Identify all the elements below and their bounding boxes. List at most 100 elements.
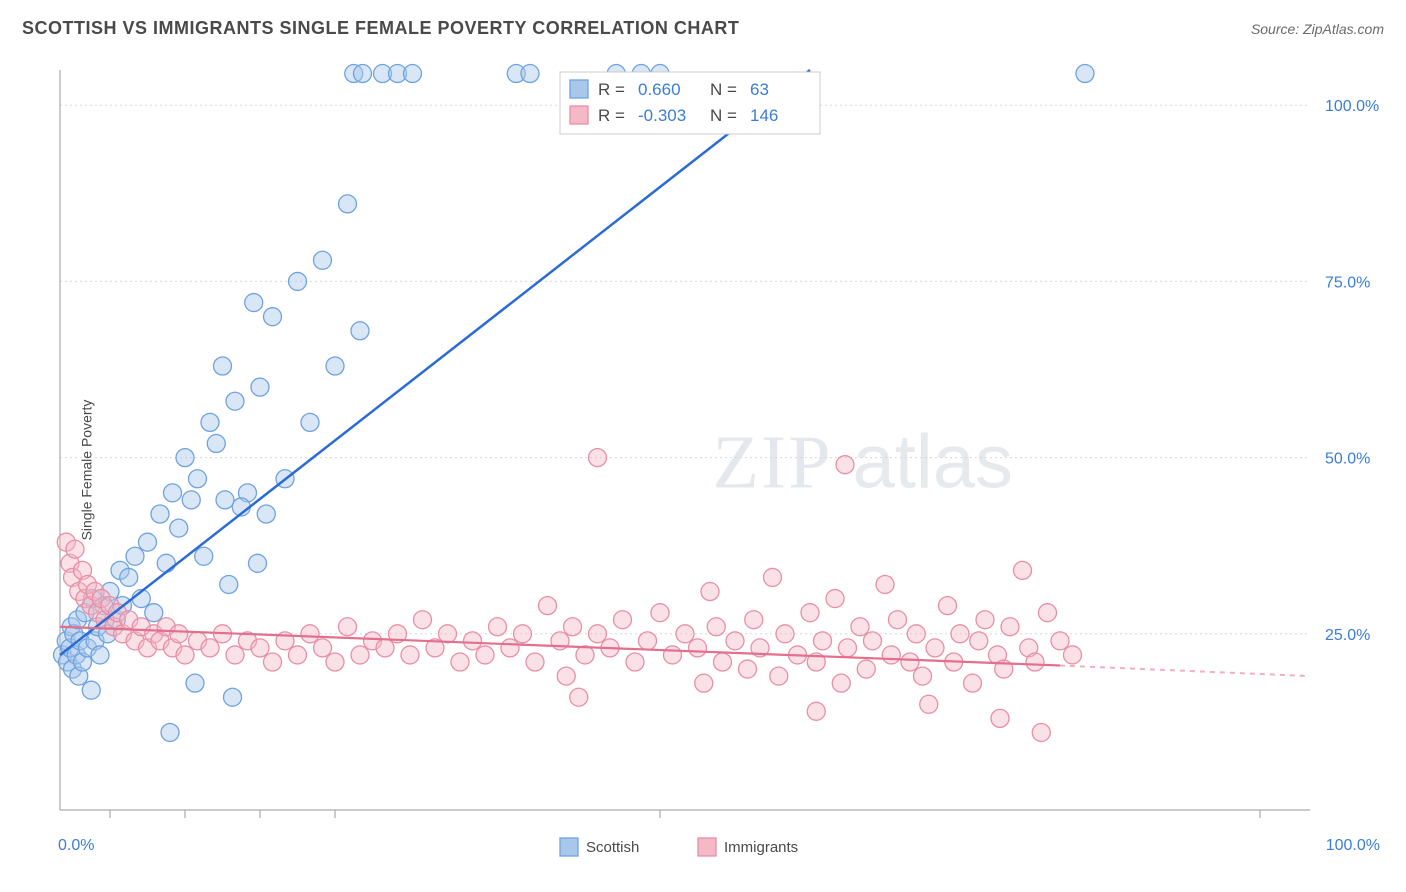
- data-point: [814, 632, 832, 650]
- data-point: [66, 540, 84, 558]
- data-point: [614, 611, 632, 629]
- svg-text:N =: N =: [710, 106, 737, 125]
- data-point: [151, 505, 169, 523]
- data-point: [289, 272, 307, 290]
- data-point: [501, 639, 519, 657]
- svg-text:-0.303: -0.303: [638, 106, 686, 125]
- y-tick-label: 75.0%: [1325, 274, 1370, 291]
- svg-text:N =: N =: [710, 80, 737, 99]
- data-point: [251, 639, 269, 657]
- data-point: [376, 639, 394, 657]
- data-point: [951, 625, 969, 643]
- data-point: [207, 435, 225, 453]
- data-point: [214, 357, 232, 375]
- data-point: [521, 65, 539, 83]
- data-point: [739, 660, 757, 678]
- data-point: [714, 653, 732, 671]
- data-point: [939, 597, 957, 615]
- data-point: [245, 294, 263, 312]
- data-point: [626, 653, 644, 671]
- y-tick-label: 100.0%: [1325, 98, 1379, 115]
- data-point: [539, 597, 557, 615]
- data-point: [907, 625, 925, 643]
- data-point: [676, 625, 694, 643]
- data-point: [745, 611, 763, 629]
- legend-label: Scottish: [586, 839, 639, 856]
- data-point: [639, 632, 657, 650]
- data-point: [1032, 723, 1050, 741]
- data-point: [216, 491, 234, 509]
- y-tick-label: 50.0%: [1325, 451, 1370, 468]
- svg-text:63: 63: [750, 80, 769, 99]
- trend-line-ext: [1060, 666, 1310, 677]
- y-axis-label: Single Female Poverty: [78, 400, 94, 541]
- data-point: [257, 505, 275, 523]
- data-point: [464, 632, 482, 650]
- data-point: [139, 533, 157, 551]
- watermark: ZIPatlas: [713, 420, 1014, 505]
- data-point: [882, 646, 900, 664]
- data-point: [201, 413, 219, 431]
- data-point: [701, 583, 719, 601]
- data-point: [770, 667, 788, 685]
- data-point: [489, 618, 507, 636]
- data-point: [564, 618, 582, 636]
- legend-swatch: [560, 838, 578, 856]
- data-point: [889, 611, 907, 629]
- data-point: [1014, 561, 1032, 579]
- data-point: [301, 625, 319, 643]
- legend-swatch: [570, 80, 588, 98]
- x-end-label: 100.0%: [1326, 837, 1380, 854]
- legend-label: Immigrants: [724, 839, 798, 856]
- header: SCOTTISH VS IMMIGRANTS SINGLE FEMALE POV…: [22, 18, 1384, 39]
- data-point: [836, 456, 854, 474]
- data-point: [776, 625, 794, 643]
- data-point: [976, 611, 994, 629]
- data-point: [120, 568, 138, 586]
- data-point: [857, 660, 875, 678]
- data-point: [351, 646, 369, 664]
- data-point: [839, 639, 857, 657]
- data-point: [832, 674, 850, 692]
- data-point: [157, 554, 175, 572]
- data-point: [414, 611, 432, 629]
- data-point: [251, 378, 269, 396]
- svg-text:atlas: atlas: [853, 420, 1014, 505]
- data-point: [339, 618, 357, 636]
- data-point: [689, 639, 707, 657]
- data-point: [314, 639, 332, 657]
- data-point: [526, 653, 544, 671]
- data-point: [161, 723, 179, 741]
- data-point: [249, 554, 267, 572]
- data-point: [1064, 646, 1082, 664]
- data-point: [339, 195, 357, 213]
- data-point: [557, 667, 575, 685]
- data-point: [82, 681, 100, 699]
- data-point: [182, 491, 200, 509]
- svg-text:R =: R =: [598, 106, 625, 125]
- data-point: [920, 695, 938, 713]
- data-point: [1001, 618, 1019, 636]
- data-point: [170, 519, 188, 537]
- data-point: [695, 674, 713, 692]
- svg-text:146: 146: [750, 106, 778, 125]
- data-point: [314, 251, 332, 269]
- data-point: [404, 65, 422, 83]
- data-point: [439, 625, 457, 643]
- data-point: [170, 625, 188, 643]
- data-point: [914, 667, 932, 685]
- data-point: [801, 604, 819, 622]
- data-point: [145, 604, 163, 622]
- data-point: [220, 575, 238, 593]
- data-point: [651, 604, 669, 622]
- data-point: [301, 413, 319, 431]
- data-point: [289, 646, 307, 664]
- data-point: [91, 646, 109, 664]
- stats-legend: R =0.660N =63R =-0.303N =146: [560, 72, 820, 134]
- data-point: [807, 702, 825, 720]
- data-point: [476, 646, 494, 664]
- source-attribution: Source: ZipAtlas.com: [1251, 21, 1384, 37]
- data-point: [264, 653, 282, 671]
- data-point: [864, 632, 882, 650]
- data-point: [726, 632, 744, 650]
